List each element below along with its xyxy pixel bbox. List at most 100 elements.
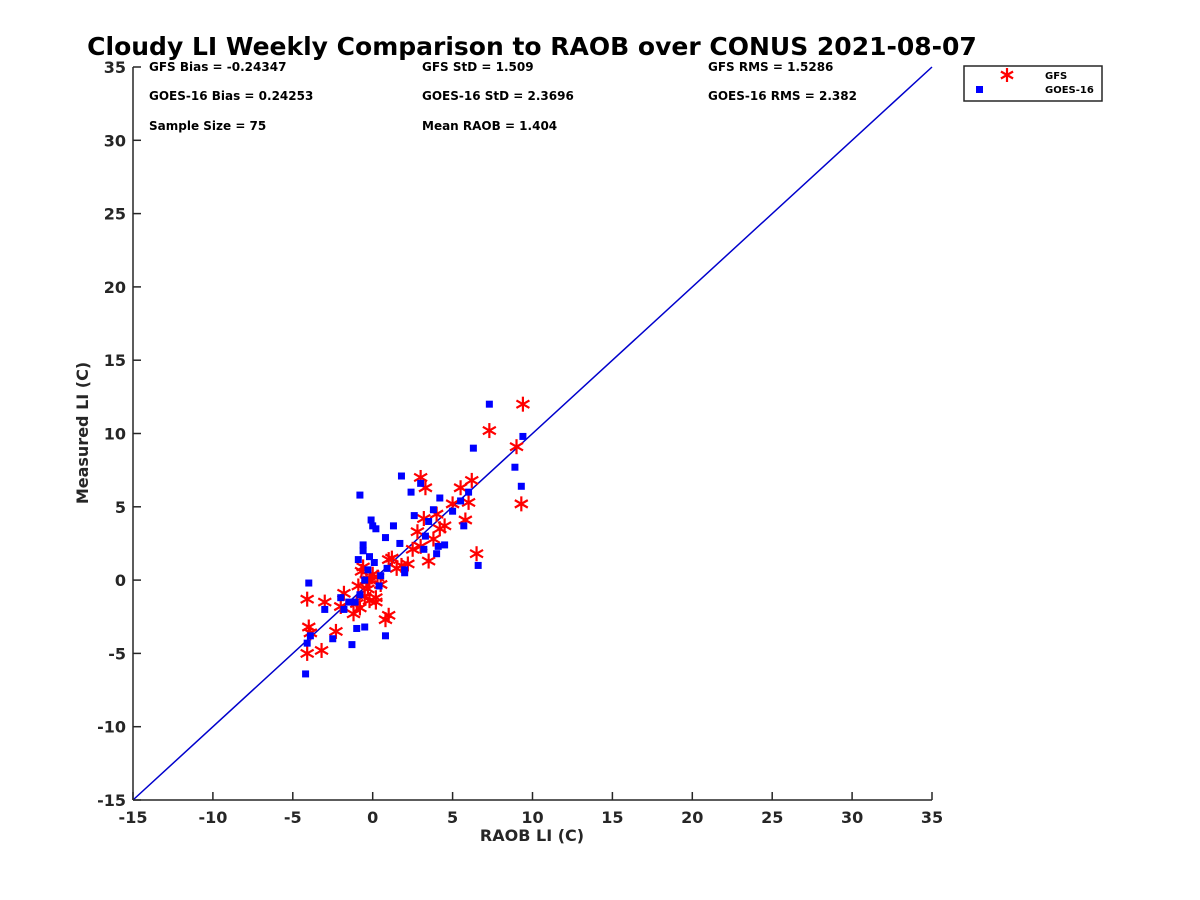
- goes-16-point: [517, 482, 525, 490]
- goes-16-point: [321, 605, 329, 613]
- x-tick-label: -15: [119, 808, 148, 827]
- goes-16-point: [397, 472, 405, 480]
- legend-gfs-marker: [1000, 68, 1014, 82]
- goes-16-point: [340, 605, 348, 613]
- gfs-point: [461, 494, 476, 510]
- goes-16-point: [485, 400, 493, 408]
- goes-16-point: [449, 507, 457, 515]
- x-tick-label: 10: [521, 808, 543, 827]
- goes-16-point: [356, 591, 364, 599]
- stat-gfs-std: GFS StD = 1.509: [422, 60, 534, 74]
- x-axis-label: RAOB LI (C): [480, 826, 584, 845]
- gfs-point: [469, 546, 484, 562]
- goes-16-point: [407, 488, 415, 496]
- gfs-point: [410, 524, 425, 540]
- goes-16-point: [460, 522, 468, 530]
- goes-16-point: [359, 547, 367, 555]
- gfs-point: [405, 541, 420, 557]
- legend-goes-16-label: GOES-16: [1045, 85, 1094, 96]
- y-tick-label: -15: [97, 791, 126, 810]
- stat-gfs-rms: GFS RMS = 1.5286: [708, 60, 833, 74]
- goes-16-point: [381, 534, 389, 542]
- x-tick-label: 35: [921, 808, 943, 827]
- legend-gfs-label: GFS: [1045, 71, 1067, 82]
- y-ticks: -15 -10 -5 0 5 10 15 20 25 30 35: [97, 58, 141, 810]
- y-tick-label: 35: [104, 58, 126, 77]
- gfs-point: [300, 645, 315, 661]
- gfs-point: [515, 396, 530, 412]
- gfs-point: [437, 518, 452, 534]
- goes-16-point: [348, 641, 356, 649]
- goes-16-point: [345, 598, 353, 606]
- x-tick-label: 5: [447, 808, 458, 827]
- y-tick-label: -5: [108, 644, 126, 663]
- gfs-point: [509, 439, 524, 455]
- y-tick-label: 15: [104, 351, 126, 370]
- goes-16-point: [429, 506, 437, 514]
- goes-16-point: [434, 542, 442, 550]
- goes-16-point: [353, 624, 361, 632]
- goes-16-point: [359, 541, 367, 549]
- goes-16-point: [457, 497, 465, 505]
- goes-16-point: [377, 572, 385, 580]
- y-axis-label: Measured LI (C): [73, 362, 92, 504]
- reference-line: [132, 66, 933, 801]
- x-tick-label: -5: [284, 808, 302, 827]
- stat-goes-bias: GOES-16 Bias = 0.24253: [149, 89, 313, 103]
- x-tick-label: 15: [601, 808, 623, 827]
- gfs-point: [381, 607, 396, 623]
- goes-16-point: [305, 579, 313, 587]
- goes-16-point: [356, 491, 364, 499]
- legend-goes-16-marker: [976, 86, 983, 93]
- goes-16-point: [372, 525, 380, 533]
- gfs-point: [426, 531, 441, 547]
- goes-16-point: [381, 632, 389, 640]
- goes-16-point: [361, 623, 369, 631]
- goes-16-point: [364, 566, 372, 574]
- goes-16-point: [519, 432, 527, 440]
- goes-16-point: [389, 522, 397, 530]
- goes-16-point: [375, 582, 383, 590]
- goes-16-point: [370, 559, 378, 567]
- y-tick-label: 30: [104, 131, 126, 150]
- goes-16-point: [351, 598, 359, 606]
- plot-area: [132, 66, 933, 801]
- goes-16-point: [354, 556, 362, 564]
- goes-16-point: [474, 561, 482, 569]
- x-ticks: -15 -10 -5 0 5 10 15 20 25 30 35: [119, 792, 943, 827]
- stat-goes-rms: GOES-16 RMS = 2.382: [708, 89, 857, 103]
- goes-16-point: [361, 576, 369, 584]
- x-tick-label: 0: [367, 808, 378, 827]
- gfs-point: [453, 480, 468, 496]
- x-tick-label: 30: [841, 808, 863, 827]
- x-tick-label: 25: [761, 808, 783, 827]
- gfs-point: [368, 590, 383, 606]
- goes-16-point: [410, 512, 418, 520]
- y-tick-label: 25: [104, 205, 126, 224]
- y-tick-label: 5: [115, 498, 126, 517]
- y-tick-label: 20: [104, 278, 126, 297]
- y-tick-label: 0: [115, 571, 126, 590]
- y-tick-label: 10: [104, 425, 126, 444]
- goes-16-point: [469, 444, 477, 452]
- series-goes-16: [302, 400, 527, 678]
- gfs-point: [514, 496, 529, 512]
- goes-16-point: [302, 670, 310, 678]
- y-tick-label: -10: [97, 718, 126, 737]
- stat-sample-size: Sample Size = 75: [149, 119, 266, 133]
- gfs-point: [314, 642, 329, 658]
- legend: GFS GOES-16: [963, 65, 1103, 102]
- series-gfs: [300, 396, 530, 661]
- goes-16-point: [306, 632, 314, 640]
- legend-box: [963, 65, 1103, 102]
- goes-16-point: [421, 532, 429, 540]
- goes-16-point: [383, 564, 391, 572]
- goes-16-point: [366, 553, 374, 561]
- goes-16-point: [436, 494, 444, 502]
- goes-16-point: [329, 635, 337, 643]
- gfs-point: [360, 581, 375, 597]
- goes-16-point: [303, 639, 311, 647]
- legend-gfs-asterisk: [1000, 68, 1014, 82]
- goes-16-point: [367, 516, 375, 524]
